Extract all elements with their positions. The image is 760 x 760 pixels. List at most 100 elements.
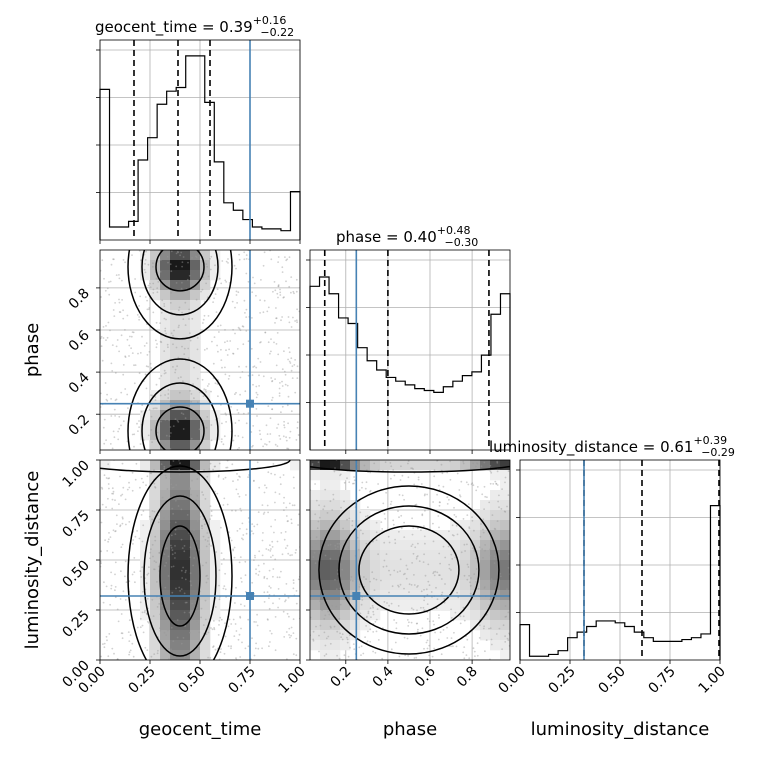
sample-point xyxy=(278,434,281,437)
density-cell xyxy=(190,300,201,311)
sample-point xyxy=(145,342,148,344)
contour-line xyxy=(143,495,217,657)
sample-point xyxy=(282,296,285,299)
sample-point xyxy=(124,498,127,501)
sample-point xyxy=(175,252,178,255)
sample-point xyxy=(175,346,178,349)
sample-point xyxy=(288,615,290,618)
sample-point xyxy=(187,261,189,264)
density-cell xyxy=(480,570,491,581)
sample-point xyxy=(184,417,187,420)
sample-point xyxy=(147,572,150,575)
sample-point xyxy=(118,301,121,304)
sample-point xyxy=(193,366,195,369)
sample-point xyxy=(133,445,135,448)
sample-point xyxy=(360,645,363,648)
sample-point xyxy=(367,630,369,633)
sample-point xyxy=(390,465,393,468)
sample-point xyxy=(210,514,213,517)
sample-point xyxy=(462,518,465,520)
sample-point xyxy=(177,421,180,423)
x-tick-label: 0.50 xyxy=(175,664,208,697)
density-cell xyxy=(460,600,471,611)
sample-point xyxy=(118,277,121,280)
sample-point xyxy=(507,611,510,614)
sample-point xyxy=(158,377,161,380)
sample-point xyxy=(158,552,161,554)
sample-point xyxy=(183,545,186,547)
sample-point xyxy=(224,572,227,575)
density-cell xyxy=(170,520,181,531)
sample-point xyxy=(150,415,153,418)
sample-point xyxy=(167,388,170,391)
density-cell xyxy=(190,550,201,561)
sample-point xyxy=(318,504,320,507)
sample-point xyxy=(261,647,263,650)
y-axis-label-luminosity-distance: luminosity_distance xyxy=(22,471,43,650)
sample-point xyxy=(236,409,239,411)
sample-point xyxy=(172,513,175,515)
sample-point xyxy=(369,580,371,583)
sample-point xyxy=(139,295,142,298)
sample-point xyxy=(118,427,121,430)
sample-point xyxy=(508,632,510,635)
sample-point xyxy=(323,618,326,620)
density-cell xyxy=(410,570,421,581)
sample-point xyxy=(120,570,122,573)
sample-point xyxy=(111,447,114,450)
sample-point xyxy=(295,549,297,551)
sample-point xyxy=(270,548,272,550)
sample-point xyxy=(163,516,165,519)
sample-point xyxy=(506,505,508,508)
sample-point xyxy=(178,391,181,394)
sample-point xyxy=(371,604,374,607)
sample-point xyxy=(230,623,233,625)
sample-point xyxy=(225,260,228,263)
sample-point xyxy=(459,495,462,498)
sample-point xyxy=(293,504,296,507)
sample-point xyxy=(489,627,492,630)
sample-point xyxy=(375,578,378,581)
sample-point xyxy=(160,341,163,344)
sample-point xyxy=(283,296,285,298)
sample-point xyxy=(239,556,242,558)
sample-point xyxy=(139,443,142,445)
sample-point xyxy=(180,588,183,590)
sample-point xyxy=(346,641,349,644)
sample-point xyxy=(180,642,183,645)
sample-point xyxy=(327,635,330,638)
sample-point xyxy=(324,614,327,617)
sample-point xyxy=(460,551,463,554)
sample-point xyxy=(425,641,428,644)
sample-point xyxy=(156,287,159,290)
sample-point xyxy=(169,447,172,450)
sample-point xyxy=(168,647,170,650)
sample-point xyxy=(141,540,144,543)
sample-point xyxy=(263,251,266,254)
sample-point xyxy=(218,584,220,587)
sample-point xyxy=(235,488,238,491)
sample-point xyxy=(224,366,226,369)
sample-point xyxy=(312,556,315,558)
density-cell xyxy=(500,510,510,521)
sample-point xyxy=(440,463,443,466)
sample-point xyxy=(215,311,218,313)
y-tick-label: 0.6 xyxy=(66,327,93,354)
sample-point xyxy=(141,624,144,627)
density-cell xyxy=(380,590,391,601)
sample-point xyxy=(101,259,104,262)
density-cell xyxy=(470,550,481,561)
sample-point xyxy=(118,503,120,505)
sample-point xyxy=(107,540,109,543)
sample-point xyxy=(432,501,434,503)
density-cell xyxy=(200,640,211,651)
sample-point xyxy=(280,532,283,534)
sample-point xyxy=(245,316,248,318)
sample-point xyxy=(436,460,438,462)
contour-line xyxy=(100,460,291,473)
density-cell xyxy=(190,480,201,491)
density-cell xyxy=(180,250,191,261)
sample-point xyxy=(410,621,413,624)
sample-point xyxy=(415,557,418,560)
density-cell xyxy=(330,570,341,581)
